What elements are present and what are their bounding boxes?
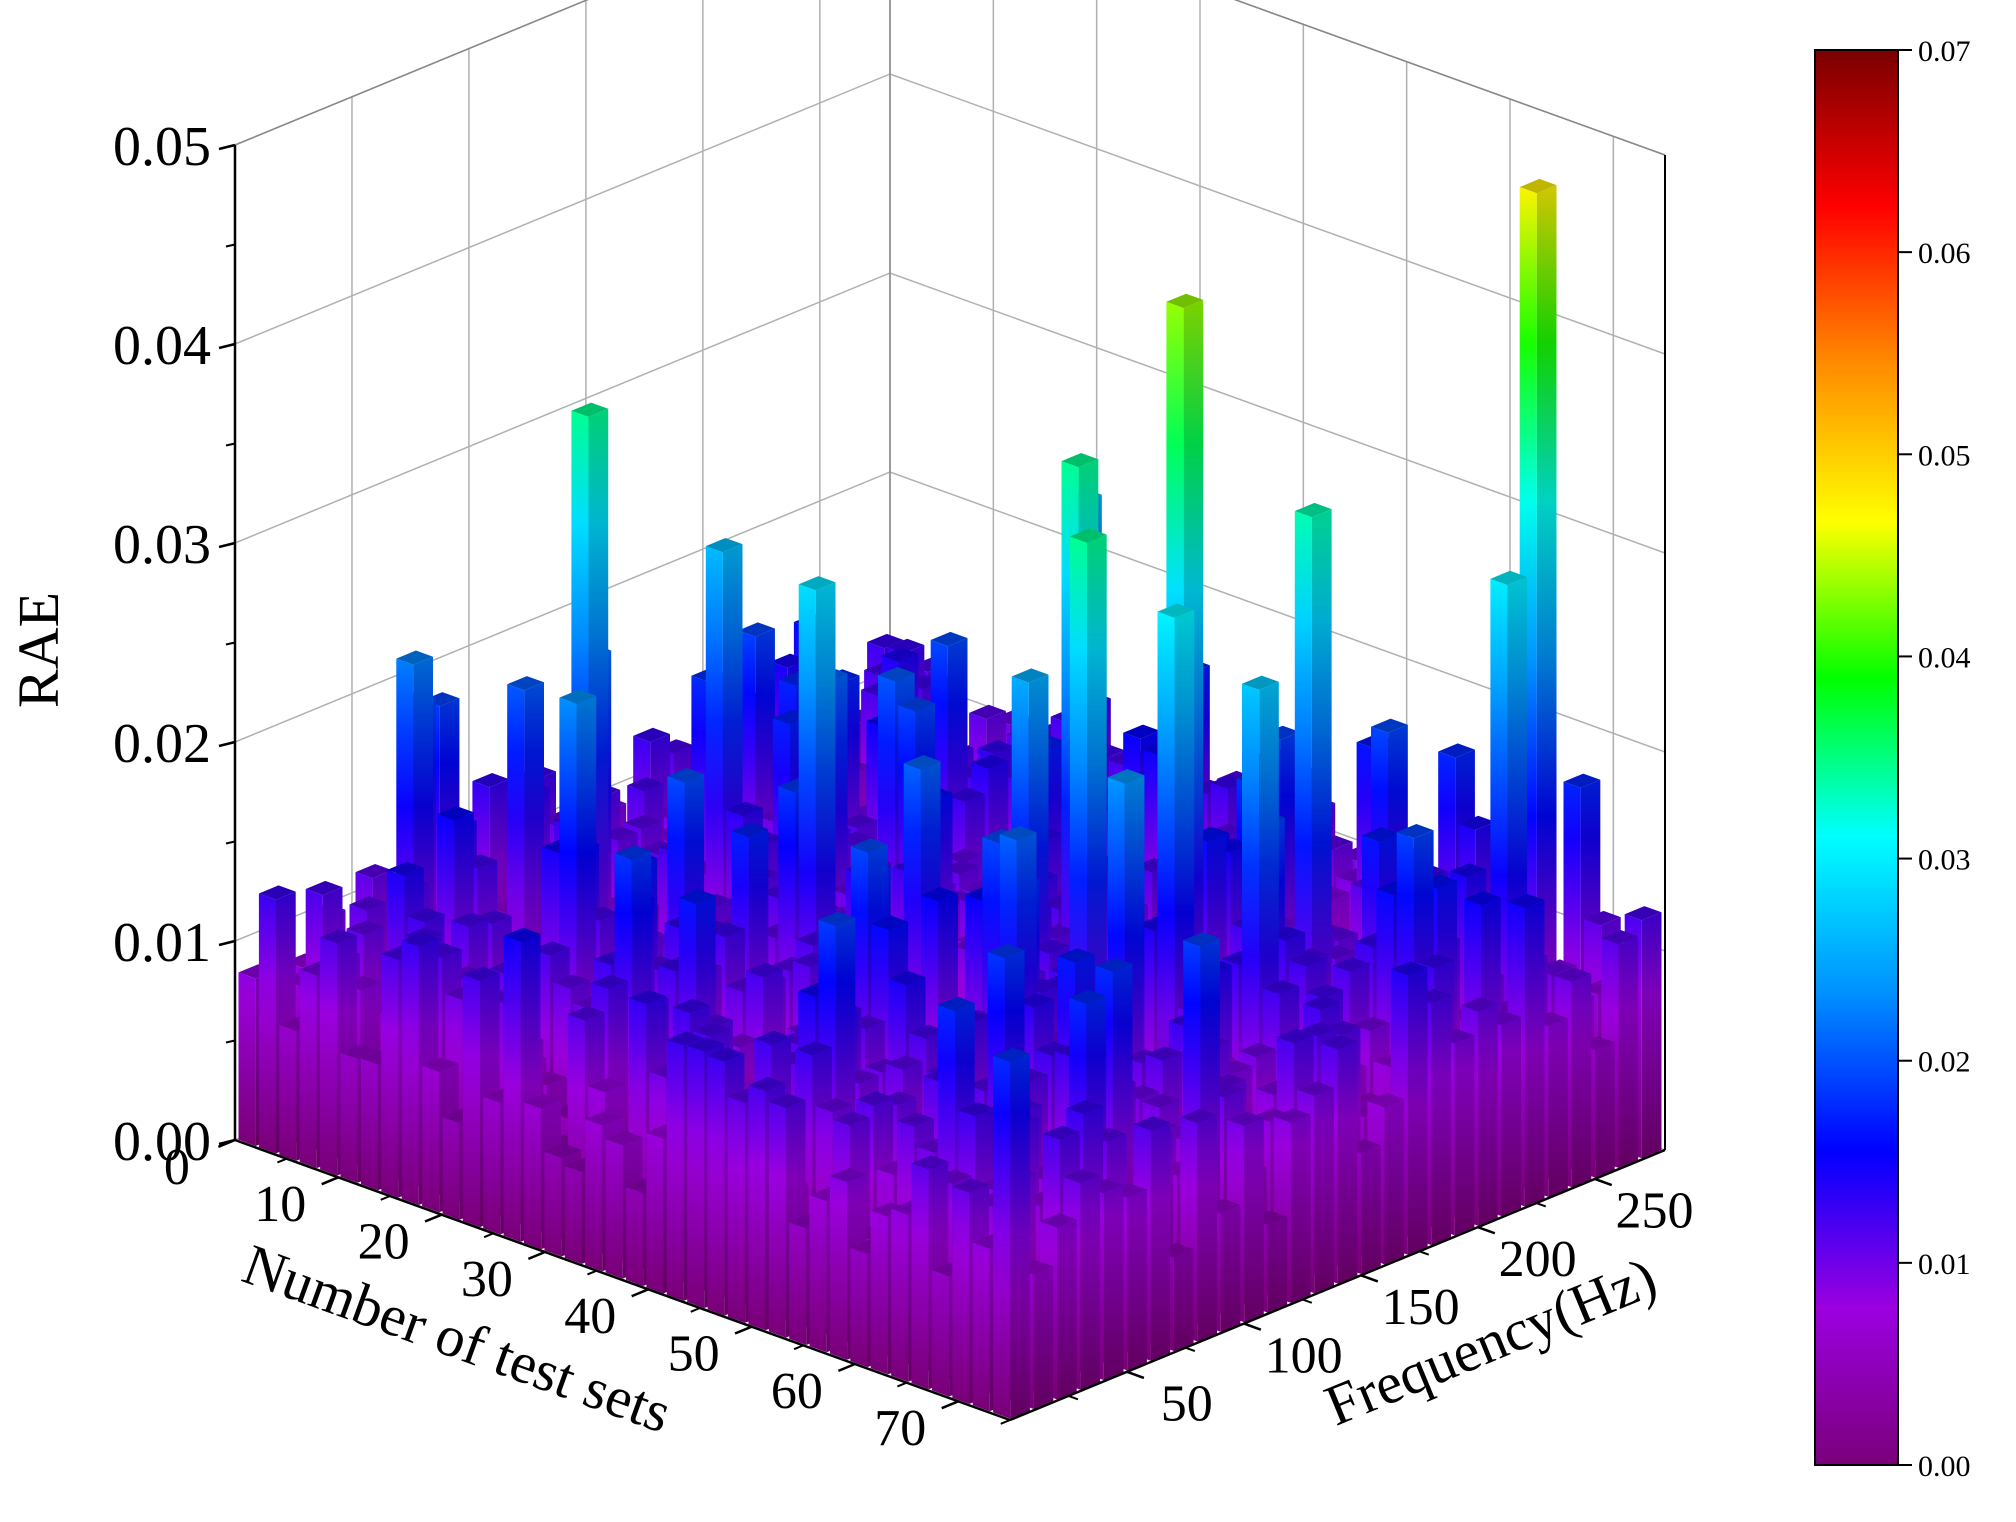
bar-top — [1583, 910, 1621, 926]
bar-side-shade — [1524, 899, 1545, 1207]
bar-side-shade — [1641, 912, 1662, 1159]
bar-top — [1624, 906, 1662, 921]
bar-side-shade — [1103, 1185, 1124, 1381]
bar-side-shade — [1174, 1249, 1194, 1352]
bar-side — [1618, 936, 1639, 1168]
bar-side — [1641, 912, 1662, 1159]
bar-top — [969, 704, 1006, 720]
bar-side-shade — [1595, 1042, 1615, 1178]
bar-top — [1601, 930, 1639, 945]
bar-side-shade — [1431, 995, 1451, 1246]
bar-side-shade — [1314, 1087, 1334, 1294]
bar-side-shade — [1548, 1018, 1568, 1197]
bar-side-shade — [1361, 1145, 1381, 1274]
bar-side-shade — [1337, 1041, 1358, 1284]
bar-side-shade — [1150, 1122, 1171, 1361]
bar-side-shade — [1080, 1175, 1101, 1390]
bar-side-shade — [1454, 1035, 1475, 1236]
bar-side-shade — [1127, 1189, 1147, 1371]
bar-side-shade — [1244, 1117, 1264, 1323]
bar-side-shade — [1384, 1099, 1405, 1265]
bar-side-shade — [1057, 1219, 1077, 1400]
bar-side-shade — [1407, 967, 1428, 1255]
bar-top — [1458, 815, 1496, 830]
bar-top — [881, 647, 919, 662]
bar-top — [1438, 743, 1475, 758]
bar-side — [1595, 1042, 1615, 1178]
bar-side-shade — [1197, 1115, 1217, 1342]
bar-side-shade — [1501, 1017, 1522, 1217]
bar-side-shade — [1618, 936, 1639, 1168]
bar — [1601, 930, 1639, 1168]
bar-top — [1563, 773, 1601, 788]
wall-top-edge — [234, 0, 1666, 156]
bar-side-shade — [1571, 973, 1592, 1188]
bar-field — [238, 178, 1662, 1419]
bar-top — [1519, 178, 1557, 194]
bar-side-shade — [1267, 1216, 1288, 1313]
bar-side-shade — [1220, 1204, 1241, 1332]
bar-side-shade — [1478, 1003, 1498, 1226]
bar-top — [867, 633, 904, 649]
bar-side-shade — [1291, 1114, 1311, 1303]
